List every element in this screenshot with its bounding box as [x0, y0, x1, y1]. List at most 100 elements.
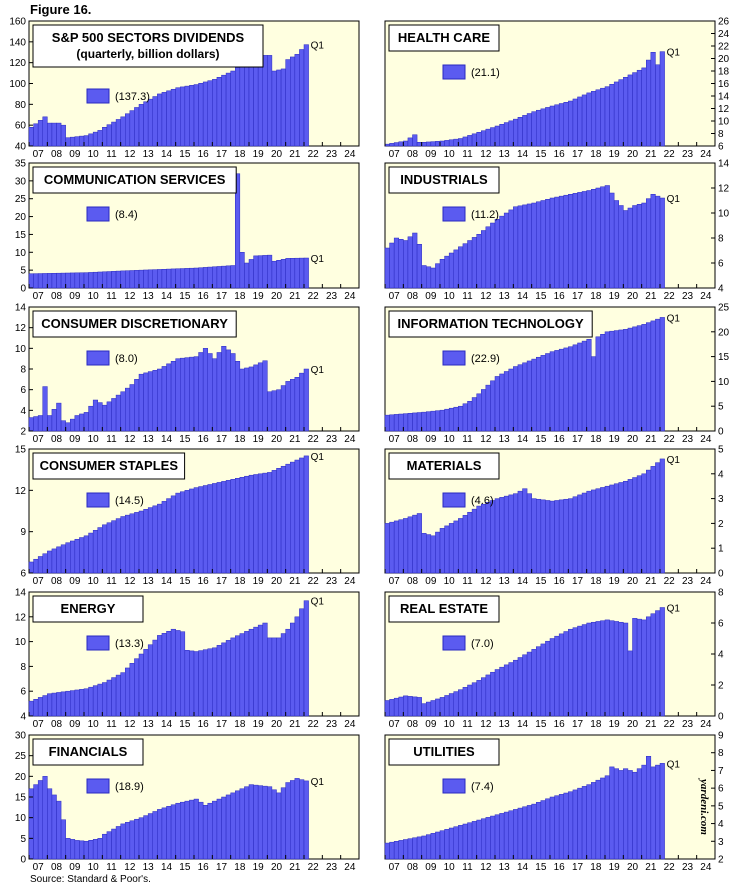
bar	[384, 842, 390, 860]
x-tick-label: 24	[700, 719, 712, 730]
bar	[444, 525, 450, 574]
legend-swatch	[442, 64, 466, 80]
bar	[180, 86, 186, 147]
bar	[462, 515, 468, 574]
x-tick-label: 23	[682, 291, 694, 302]
bar	[143, 269, 149, 289]
bar	[416, 513, 422, 574]
x-tick-label: 09	[69, 291, 81, 302]
bar	[412, 412, 418, 432]
bar	[257, 473, 264, 574]
bar	[175, 268, 181, 289]
bar	[51, 548, 57, 574]
bar	[88, 840, 94, 860]
bar	[609, 766, 615, 860]
bar	[435, 141, 441, 147]
x-tick-label: 09	[69, 719, 81, 730]
y-tick-label: 2	[20, 427, 26, 438]
bar	[444, 255, 450, 289]
y-tick-label: 14	[718, 159, 730, 170]
bar	[393, 841, 400, 860]
bar	[522, 654, 528, 717]
legend-value: (137.3)	[115, 91, 150, 103]
bar	[65, 422, 71, 432]
bar	[166, 268, 172, 289]
bar	[471, 133, 477, 147]
bar	[83, 688, 89, 717]
y-tick-label: 16	[718, 79, 730, 90]
x-tick-label: 23	[326, 434, 338, 445]
bar	[448, 523, 455, 574]
y-tick-label: 12	[15, 486, 27, 497]
bar	[299, 457, 305, 574]
x-tick-label: 07	[33, 149, 45, 160]
x-tick-label: 20	[627, 434, 639, 445]
bar	[212, 358, 218, 432]
x-tick-label: 07	[33, 576, 45, 587]
end-label: Q1	[667, 604, 681, 615]
legend-value: (8.4)	[115, 209, 138, 221]
bar	[56, 546, 62, 574]
bar	[280, 68, 286, 147]
bar	[490, 222, 496, 289]
bar	[595, 89, 601, 147]
bar	[276, 792, 282, 860]
bar	[290, 379, 296, 432]
bar	[262, 55, 268, 147]
bar	[120, 516, 126, 574]
bar	[74, 840, 80, 860]
x-tick-label: 24	[344, 862, 356, 873]
bar	[166, 90, 172, 147]
end-label: Q1	[667, 194, 681, 205]
title-box	[388, 310, 593, 338]
legend-value: (13.3)	[115, 638, 144, 650]
bar	[623, 77, 629, 147]
bar	[134, 107, 140, 147]
x-tick-label: 13	[143, 719, 155, 730]
bar	[248, 61, 254, 147]
x-tick-label: 11	[462, 434, 473, 445]
bar	[618, 770, 624, 860]
bar	[92, 685, 98, 717]
bar	[303, 257, 309, 289]
bar	[184, 85, 190, 147]
title-box	[32, 166, 237, 194]
bar	[74, 136, 80, 147]
bar	[591, 189, 597, 289]
bar	[613, 621, 619, 717]
bar	[522, 806, 528, 860]
bar	[60, 819, 66, 860]
bar	[97, 402, 103, 432]
bar	[207, 648, 213, 717]
bar	[79, 840, 85, 860]
bar	[152, 505, 158, 574]
bar	[513, 493, 519, 574]
bar	[115, 674, 121, 717]
bar	[471, 397, 477, 432]
bar	[558, 499, 564, 574]
bar	[448, 139, 455, 147]
x-tick-label: 23	[682, 576, 694, 587]
y-tick-label: 10	[718, 117, 730, 128]
bar	[393, 520, 400, 574]
y-tick-label: 6	[718, 784, 724, 795]
bar	[97, 838, 103, 860]
bar	[129, 270, 135, 289]
bar	[189, 85, 195, 147]
bar	[147, 644, 153, 717]
bar	[216, 352, 222, 432]
bar	[572, 627, 578, 717]
x-tick-label: 14	[161, 576, 173, 587]
chart-title: MATERIALS	[407, 458, 482, 473]
x-tick-label: 12	[480, 862, 492, 873]
bar	[271, 637, 277, 717]
bar	[581, 786, 587, 860]
x-tick-label: 21	[645, 719, 657, 730]
bar	[216, 798, 222, 860]
bar	[257, 785, 264, 860]
bar	[276, 260, 282, 289]
bar	[499, 497, 505, 574]
bar	[115, 394, 121, 432]
